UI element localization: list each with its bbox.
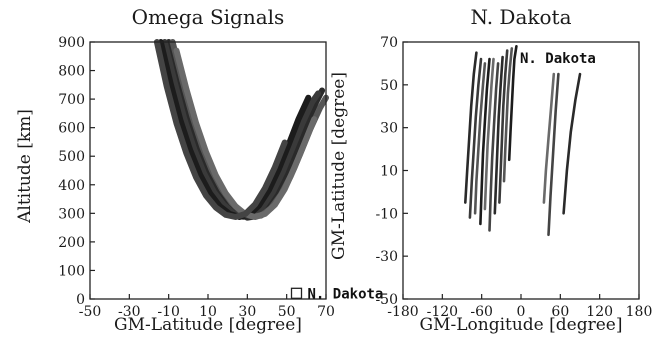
x-tick-label: 0 (517, 304, 526, 320)
series-line-2 (468, 57, 483, 219)
series-line-12 (547, 72, 560, 237)
y-tick-label: 500 (58, 149, 85, 165)
altitude-vs-latitude-chart: Omega Signals GM-Latitude [degree] Altit… (15, 5, 383, 335)
x-tick-label: 50 (278, 304, 296, 320)
right-y-axis-label: GM-Latitude [degree] (329, 72, 349, 260)
y-tick-label: 900 (58, 35, 85, 51)
y-tick-label: -50 (375, 292, 398, 308)
x-tick-label: -50 (79, 304, 102, 320)
latitude-vs-longitude-chart: N. Dakota GM-Longitude [degree] GM-Latit… (329, 5, 652, 335)
marker-label: N. Dakota (308, 286, 384, 302)
right-x-axis-label: GM-Longitude [degree] (420, 315, 623, 335)
x-tick-label: 10 (199, 304, 217, 320)
location-marker (290, 287, 303, 299)
series-line-7 (493, 55, 504, 215)
x-tick-label: 60 (551, 304, 569, 320)
y-tick-label: -10 (375, 206, 398, 222)
series-line-5 (483, 57, 495, 211)
x-tick-label: -120 (427, 304, 458, 320)
series-line-1 (464, 51, 478, 204)
series-line-11 (542, 72, 556, 204)
y-tick-label: 200 (58, 235, 85, 251)
x-tick-label: -10 (157, 304, 180, 320)
y-tick-label: -30 (375, 249, 398, 265)
series-line-6 (153, 39, 288, 220)
right-chart-title: N. Dakota (470, 5, 571, 29)
x-tick-label: 70 (317, 304, 335, 320)
y-tick-label: 800 (58, 64, 85, 80)
series-line-3 (473, 62, 487, 215)
series-line-13 (562, 72, 582, 215)
y-tick-label: 0 (76, 292, 85, 308)
left-plot-frame (89, 41, 327, 300)
y-tick-label: 30 (380, 121, 398, 137)
y-tick-label: 700 (58, 92, 85, 108)
x-tick-label: 30 (238, 304, 256, 320)
x-tick-label: -30 (118, 304, 141, 320)
left-y-axis-label: Altitude [km] (15, 109, 35, 224)
right-annotation: N. Dakota (520, 51, 596, 67)
x-tick-label: -60 (470, 304, 493, 320)
y-tick-label: 100 (58, 263, 85, 279)
right-plot-frame (402, 41, 640, 300)
x-tick-label: 180 (626, 304, 653, 320)
x-tick-label: 120 (586, 304, 613, 320)
left-x-axis-label: GM-Latitude [degree] (114, 315, 302, 335)
series-line-6 (488, 62, 500, 232)
y-tick-label: 300 (58, 206, 85, 222)
y-tick-label: 600 (58, 121, 85, 137)
left-chart-title: Omega Signals (132, 5, 285, 29)
y-tick-label: 50 (380, 78, 398, 94)
series-line-9 (502, 47, 514, 183)
y-tick-label: 10 (380, 164, 398, 180)
series-line-4 (479, 57, 491, 226)
y-tick-label: 400 (58, 178, 85, 194)
series-line-8 (498, 49, 509, 204)
series-line-10 (507, 45, 518, 162)
y-tick-label: 70 (380, 35, 398, 51)
x-tick-label: -180 (387, 304, 418, 320)
